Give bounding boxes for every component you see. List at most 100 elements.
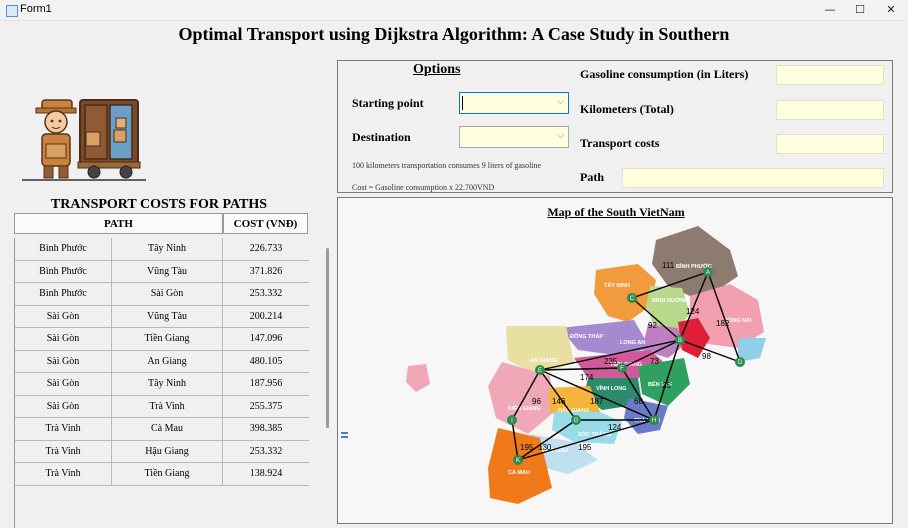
map-panel: Map of the South VietNam BÌNH PHƯỚC TÂY …	[337, 197, 893, 524]
cost-cell: 253.332	[223, 283, 309, 305]
edge-weight-label: 130	[538, 443, 552, 452]
graph-edge	[517, 419, 577, 461]
node-letter: D	[738, 360, 743, 366]
graph-edge	[653, 339, 681, 421]
region-label: CÀ MAU	[508, 469, 530, 476]
kilometers-field[interactable]	[776, 100, 884, 120]
path-to-cell: Trà Vinh	[112, 395, 223, 418]
region-label: BẠC LIÊU	[542, 446, 568, 454]
region-phu-quoc	[406, 364, 430, 392]
text-caret	[462, 96, 463, 110]
graph-node	[649, 415, 659, 425]
close-button[interactable]: ✕	[886, 3, 896, 16]
path-to-cell: Tiền Giang	[112, 328, 223, 350]
node-letter: K	[516, 458, 520, 464]
cost-column-header[interactable]: COST (VNĐ)	[223, 213, 308, 234]
edge-weight-label: 195	[578, 443, 592, 452]
table-row[interactable]: Trà Vinh Cà Mau 398.385	[15, 418, 309, 441]
path-to-cell: Vũng Tàu	[112, 305, 223, 328]
path-to-cell: An Giang	[112, 350, 223, 373]
edge-weight-label: 182	[716, 319, 730, 328]
edge-weight-label: 68	[634, 397, 643, 406]
graph-edge	[707, 271, 741, 363]
cost-cell: 255.375	[223, 396, 309, 418]
table-row[interactable]: Trà Vinh Tiền Giang 138.924	[15, 463, 309, 486]
graph-node	[513, 455, 523, 465]
path-column-header[interactable]: PATH	[14, 213, 223, 234]
edge-weight-label: 195	[520, 443, 534, 452]
path-from-cell: Sài Gòn	[15, 305, 112, 328]
graph-edge	[539, 369, 577, 421]
cost-cell: 371.826	[223, 261, 309, 283]
chevron-down-icon[interactable]: ⌵	[557, 97, 564, 107]
table-row[interactable]: Bình Phước Sài Gòn 253.332	[15, 283, 309, 306]
graph-node	[735, 357, 745, 367]
node-letter: C	[630, 296, 635, 302]
node-letter: E	[538, 368, 542, 374]
paths-table-body: Bình Phước Tây Ninh 226.733 Bình Phước Vũng…	[14, 238, 309, 528]
edge-weight-label: 73	[650, 357, 659, 366]
cost-cell: 200.214	[223, 306, 309, 328]
scrollbar-thumb[interactable]	[326, 248, 329, 428]
cost-cell: 226.733	[223, 238, 309, 260]
graph-edge	[517, 419, 655, 461]
path-to-cell: Tiền Giang	[112, 463, 223, 485]
table-title: TRANSPORT COSTS FOR PATHS	[50, 197, 268, 212]
table-scrollbar[interactable]	[322, 238, 332, 520]
cost-cell: 398.385	[223, 418, 309, 440]
path-to-cell: Hậu Giang	[112, 440, 223, 463]
region-long-an	[642, 324, 686, 358]
table-row[interactable]: Sài Gòn Vũng Tàu 200.214	[15, 305, 309, 328]
edge-weight-label: 92	[648, 321, 657, 330]
graph-node	[535, 365, 545, 375]
page-title: Optimal Transport using Dijkstra Algorit…	[178, 24, 730, 44]
node-letter: G	[574, 418, 579, 424]
region-label: ĐỒNG THÁP	[570, 333, 603, 340]
table-row[interactable]: Sài Gòn Tiền Giang 147.096	[15, 328, 309, 351]
delivery-man-truck-illustration	[22, 99, 146, 181]
destination-combobox[interactable]: ⌵	[459, 126, 569, 148]
south-vietnam-map: BÌNH PHƯỚC TÂY NINH BÌNH DƯƠNG ĐỒNG NAI …	[406, 226, 766, 504]
table-row[interactable]: Sài Gòn Trà Vinh 255.375	[15, 395, 309, 418]
path-from-cell: Sài Gòn	[15, 328, 112, 350]
table-row[interactable]: Bình Phước Vũng Tàu 371.826	[15, 260, 309, 283]
starting-point-combobox[interactable]: ⌵	[459, 92, 569, 114]
path-field[interactable]	[622, 168, 884, 188]
table-row[interactable]: Sài Gòn An Giang 480.105	[15, 350, 309, 373]
edge-weight-label: 96	[532, 397, 541, 406]
region-ba-ria-vung-tau	[738, 338, 766, 362]
gasoline-rate-note: 100 kilometers transportation consumes 9…	[352, 161, 542, 170]
gasoline-field[interactable]	[776, 65, 884, 85]
region-label: VĨNH LONG	[596, 385, 627, 392]
region-ben-tre	[638, 358, 690, 406]
region-dong-nai	[690, 284, 764, 348]
cost-formula-note: Cost = Gasoline consumption x 22.700VND	[352, 183, 495, 192]
path-from-cell: Trà Vinh	[15, 418, 112, 440]
graph-edge	[539, 369, 655, 421]
region-label: TÂY NINH	[604, 282, 630, 289]
map-title: Map of the South VietNam	[547, 205, 685, 219]
path-to-cell: Cà Mau	[112, 418, 223, 440]
table-row[interactable]: Bình Phước Tây Ninh 226.733	[15, 238, 309, 261]
transport-costs-field[interactable]	[776, 134, 884, 154]
table-row[interactable]: Sài Gòn Tây Ninh 187.956	[15, 373, 309, 396]
maximize-button[interactable]: ☐	[855, 3, 865, 16]
minimize-button[interactable]: —	[824, 3, 836, 16]
graph-node	[627, 293, 637, 303]
path-label: Path	[580, 170, 604, 184]
cost-cell: 253.332	[223, 441, 309, 463]
graph-edge	[621, 339, 681, 369]
table-row[interactable]: Trà Vinh Hậu Giang 253.332	[15, 440, 309, 463]
path-to-cell: Tây Ninh	[112, 373, 223, 395]
path-from-cell: Bình Phước	[15, 283, 112, 305]
transport-costs-label: Transport costs	[580, 136, 660, 150]
node-letter: H	[652, 418, 656, 424]
region-label: AN GIANG	[530, 358, 558, 364]
region-dong-thap	[560, 320, 650, 356]
app-icon	[6, 5, 18, 17]
graph-edge	[621, 367, 655, 421]
path-from-cell: Sài Gòn	[15, 395, 112, 418]
graph-edge	[539, 339, 681, 371]
region-label: LONG AN	[620, 340, 645, 346]
chevron-down-icon[interactable]: ⌵	[557, 131, 564, 141]
